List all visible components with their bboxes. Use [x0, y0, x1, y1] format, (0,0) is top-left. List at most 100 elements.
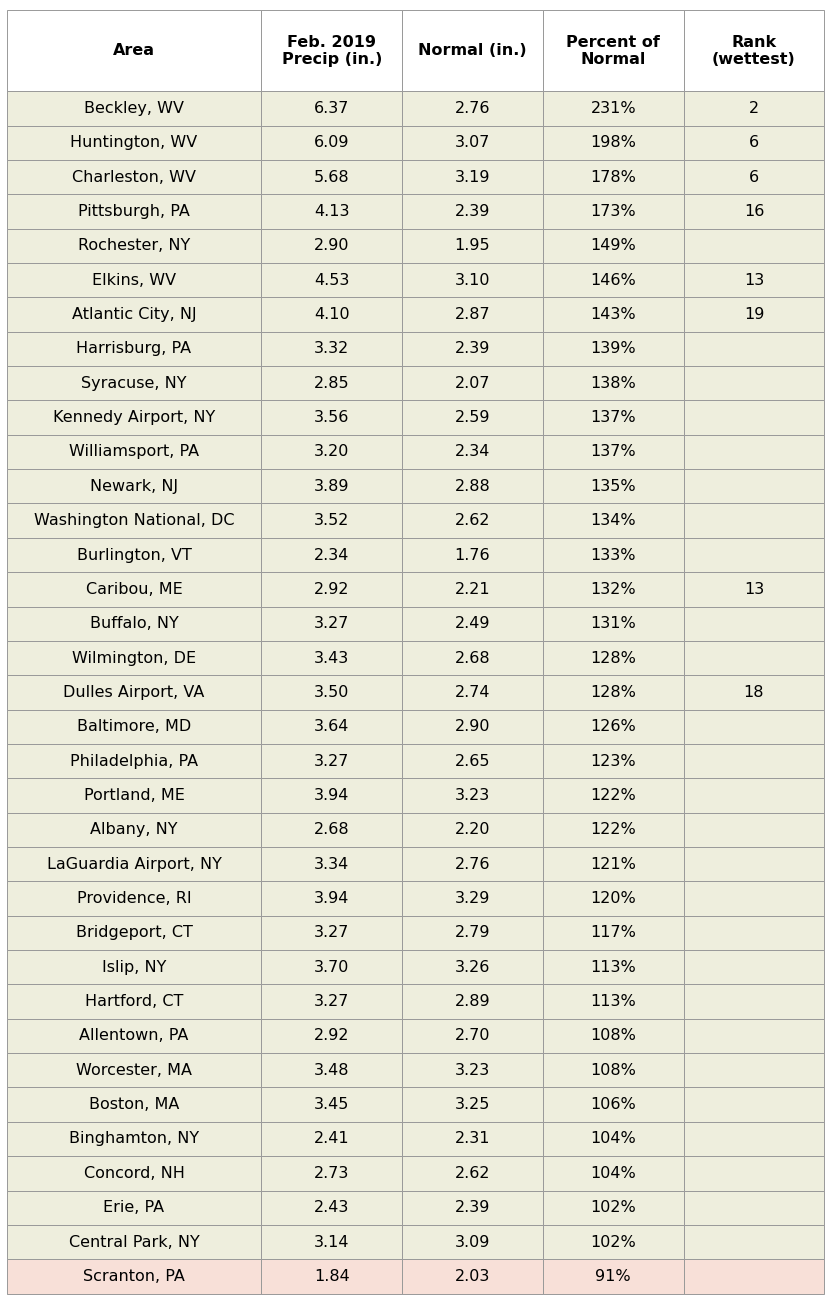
Bar: [543, 263, 684, 297]
Bar: [262, 606, 402, 640]
Bar: [262, 263, 402, 297]
Bar: [684, 10, 824, 91]
Bar: [402, 10, 543, 91]
Bar: [402, 606, 543, 640]
Bar: [543, 606, 684, 640]
Text: Caribou, ME: Caribou, ME: [86, 582, 182, 597]
Bar: [402, 1121, 543, 1157]
Bar: [543, 1088, 684, 1121]
Bar: [7, 951, 262, 985]
Bar: [7, 125, 262, 160]
Bar: [684, 263, 824, 297]
Text: 1.76: 1.76: [455, 548, 490, 562]
Text: Newark, NJ: Newark, NJ: [90, 479, 178, 494]
Text: Harrisburg, PA: Harrisburg, PA: [76, 342, 192, 356]
Bar: [262, 745, 402, 778]
Text: 3.27: 3.27: [314, 617, 349, 631]
Text: 2.87: 2.87: [455, 306, 490, 322]
Text: Worcester, MA: Worcester, MA: [76, 1063, 192, 1078]
Bar: [402, 434, 543, 469]
Bar: [543, 848, 684, 882]
Bar: [7, 10, 262, 91]
Bar: [7, 503, 262, 537]
Text: 2.70: 2.70: [455, 1029, 490, 1043]
Bar: [402, 366, 543, 400]
Text: 3.34: 3.34: [314, 857, 349, 871]
Bar: [684, 675, 824, 709]
Text: 13: 13: [744, 582, 764, 597]
Bar: [7, 709, 262, 745]
Text: 3.23: 3.23: [455, 788, 490, 803]
Text: 2.49: 2.49: [455, 617, 490, 631]
Text: Buffalo, NY: Buffalo, NY: [90, 617, 179, 631]
Text: 2.39: 2.39: [455, 342, 490, 356]
Bar: [684, 745, 824, 778]
Text: 2.68: 2.68: [314, 823, 350, 837]
Text: 2.34: 2.34: [455, 445, 490, 459]
Text: Allentown, PA: Allentown, PA: [79, 1029, 189, 1043]
Bar: [684, 1018, 824, 1054]
Text: 146%: 146%: [590, 273, 636, 288]
Bar: [543, 297, 684, 331]
Text: Rochester, NY: Rochester, NY: [78, 239, 190, 253]
Bar: [262, 951, 402, 985]
Bar: [543, 709, 684, 745]
Bar: [684, 503, 824, 537]
Bar: [7, 469, 262, 503]
Bar: [262, 778, 402, 812]
Bar: [402, 91, 543, 125]
Text: Williamsport, PA: Williamsport, PA: [69, 445, 199, 459]
Bar: [684, 1260, 824, 1294]
Text: 3.89: 3.89: [314, 479, 350, 494]
Text: 2.03: 2.03: [455, 1269, 490, 1284]
Bar: [543, 1224, 684, 1260]
Bar: [543, 985, 684, 1018]
Text: 2.73: 2.73: [314, 1166, 349, 1181]
Bar: [543, 228, 684, 263]
Text: 2.62: 2.62: [455, 1166, 490, 1181]
Text: 2.90: 2.90: [455, 720, 490, 734]
Bar: [262, 1157, 402, 1191]
Bar: [543, 915, 684, 951]
Text: Central Park, NY: Central Park, NY: [69, 1235, 199, 1249]
Text: 3.26: 3.26: [455, 960, 490, 974]
Bar: [262, 1121, 402, 1157]
Bar: [262, 91, 402, 125]
Text: Atlantic City, NJ: Atlantic City, NJ: [71, 306, 196, 322]
Bar: [262, 10, 402, 91]
Bar: [262, 194, 402, 228]
Text: Erie, PA: Erie, PA: [103, 1200, 165, 1215]
Text: 108%: 108%: [590, 1063, 637, 1078]
Text: 108%: 108%: [590, 1029, 637, 1043]
Text: Area: Area: [113, 43, 155, 59]
Bar: [7, 331, 262, 366]
Text: 3.20: 3.20: [314, 445, 349, 459]
Text: 1.95: 1.95: [455, 239, 490, 253]
Text: 3.14: 3.14: [314, 1235, 350, 1249]
Text: Islip, NY: Islip, NY: [102, 960, 166, 974]
Bar: [7, 1018, 262, 1054]
Bar: [262, 572, 402, 606]
Bar: [402, 882, 543, 915]
Text: 231%: 231%: [590, 100, 636, 116]
Bar: [684, 366, 824, 400]
Bar: [262, 1260, 402, 1294]
Bar: [262, 985, 402, 1018]
Text: 2.41: 2.41: [314, 1132, 350, 1146]
Bar: [7, 985, 262, 1018]
Bar: [7, 572, 262, 606]
Text: 3.48: 3.48: [314, 1063, 350, 1078]
Bar: [684, 778, 824, 812]
Bar: [684, 1121, 824, 1157]
Text: Dulles Airport, VA: Dulles Airport, VA: [63, 685, 204, 700]
Text: 3.09: 3.09: [455, 1235, 490, 1249]
Text: 3.43: 3.43: [314, 651, 349, 665]
Bar: [7, 778, 262, 812]
Bar: [684, 882, 824, 915]
Bar: [543, 882, 684, 915]
Bar: [402, 228, 543, 263]
Text: Feb. 2019
Precip (in.): Feb. 2019 Precip (in.): [282, 35, 382, 67]
Bar: [684, 606, 824, 640]
Bar: [262, 675, 402, 709]
Bar: [262, 640, 402, 675]
